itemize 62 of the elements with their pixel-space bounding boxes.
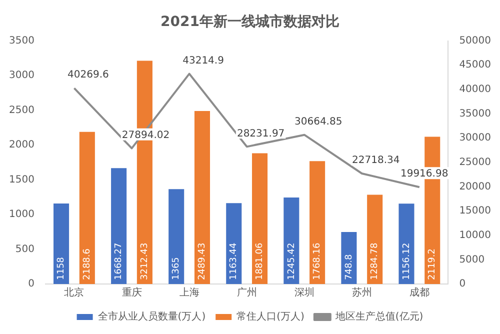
data-label: 28231.97 <box>236 128 285 140</box>
data-label: 40269.6 <box>68 70 109 81</box>
data-label: 2188.6 <box>82 248 93 280</box>
y2-tick-label: 25000 <box>459 156 491 168</box>
bar <box>284 197 300 284</box>
bar <box>367 194 383 284</box>
y2-tick-label: 40000 <box>459 84 491 96</box>
x-tick-label: 北京 <box>64 286 84 299</box>
data-label: 1245.42 <box>286 242 297 280</box>
y2-tick-label: 20000 <box>459 181 491 192</box>
bar <box>54 204 70 284</box>
data-label: 1365 <box>172 257 182 280</box>
y2-tick-label: 50000 <box>459 35 491 46</box>
data-label: 1163.44 <box>229 242 240 280</box>
y2-tick-label: 30000 <box>459 132 491 144</box>
y2-tick-label: 0 <box>459 278 466 290</box>
x-tick-label: 成都 <box>409 286 430 299</box>
x-tick-label: 上海 <box>179 286 200 299</box>
bar <box>310 161 326 284</box>
data-label: 19916.98 <box>400 168 448 180</box>
chart-title: 2021年新一线城市数据对比 <box>160 13 340 30</box>
x-tick-label: 苏州 <box>352 286 372 299</box>
data-label: 2489.43 <box>198 242 208 280</box>
y-tick-label: 0 <box>28 278 34 290</box>
y2-tick-label: 35000 <box>459 108 491 120</box>
y-tick-label: 2500 <box>8 104 34 116</box>
data-label: 43214.9 <box>182 55 224 66</box>
legend-label: 常住人口(万人) <box>236 310 304 323</box>
data-label: 1668.27 <box>114 242 124 280</box>
bar <box>111 168 127 284</box>
y2-tick-label: 15000 <box>459 206 491 217</box>
data-label: 1284.78 <box>370 242 380 280</box>
y-tick-label: 1500 <box>8 174 34 186</box>
data-label: 748.8 <box>344 254 354 280</box>
bar <box>226 203 242 284</box>
data-label: 2119.2 <box>428 248 438 280</box>
data-label: 1156.12 <box>402 242 412 280</box>
data-label: 3212.43 <box>140 242 150 280</box>
data-label: 30664.85 <box>294 116 342 128</box>
x-tick-label: 广州 <box>236 286 257 299</box>
x-tick-label: 深圳 <box>294 286 314 299</box>
data-label: 27894.02 <box>122 130 170 141</box>
legend-label: 地区生产总值(亿元) <box>334 310 424 323</box>
data-label: 22718.34 <box>352 155 400 166</box>
bar <box>194 111 210 284</box>
y-tick-label: 1000 <box>8 209 34 220</box>
y2-tick-label: 45000 <box>459 60 491 71</box>
y-tick-label: 3500 <box>8 35 34 46</box>
y-tick-label: 3000 <box>8 70 34 82</box>
data-label: 1158 <box>56 256 67 280</box>
y-tick-label: 2000 <box>8 140 34 151</box>
bar <box>168 189 184 284</box>
y2-tick-label: 5000 <box>459 254 485 266</box>
data-label: 1881.06 <box>255 242 266 280</box>
bar <box>398 204 414 284</box>
bar <box>252 153 268 284</box>
bar <box>79 132 95 284</box>
legend-label: 全市从业人员数量(万人) <box>98 310 206 323</box>
y2-tick-label: 10000 <box>459 230 491 241</box>
x-tick-label: 重庆 <box>122 286 142 299</box>
data-label: 1768.16 <box>312 242 323 280</box>
y-tick-label: 500 <box>15 244 34 255</box>
